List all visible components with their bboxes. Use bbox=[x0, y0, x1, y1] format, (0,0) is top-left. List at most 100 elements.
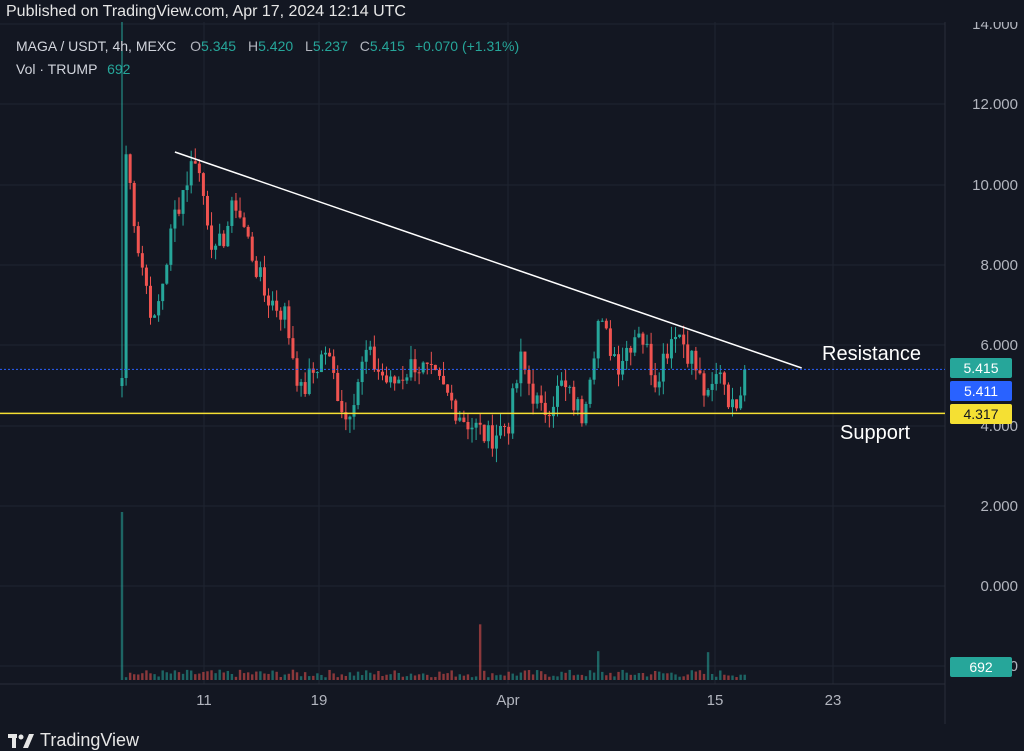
candle-body bbox=[633, 337, 637, 353]
candle-body bbox=[433, 364, 437, 371]
candle-body bbox=[576, 399, 580, 411]
candle-body bbox=[332, 356, 336, 373]
candle-body bbox=[507, 426, 511, 434]
volume-bar bbox=[552, 675, 555, 680]
candle-body bbox=[714, 374, 718, 384]
candle-body bbox=[372, 346, 376, 370]
volume-bar bbox=[446, 673, 449, 680]
volume-bar bbox=[128, 672, 132, 680]
tradingview-brand[interactable]: TradingView bbox=[8, 730, 139, 751]
candle-body bbox=[678, 334, 682, 337]
candle-body bbox=[409, 359, 413, 378]
volume-bar bbox=[613, 676, 616, 680]
volume-bar bbox=[299, 676, 303, 680]
volume-bar bbox=[723, 674, 726, 680]
volume-bar bbox=[434, 676, 437, 680]
candle-body bbox=[735, 399, 739, 409]
candle-body bbox=[389, 376, 393, 383]
candle-body bbox=[543, 402, 547, 415]
volume-bar bbox=[218, 669, 221, 680]
candle-body bbox=[153, 315, 157, 318]
candle-body bbox=[173, 209, 177, 229]
volume-bar bbox=[389, 674, 392, 680]
volume-bar bbox=[710, 673, 714, 680]
volume-bar bbox=[316, 673, 319, 680]
volume-bar bbox=[499, 674, 502, 680]
volume-bar bbox=[214, 673, 217, 680]
candle-body bbox=[503, 425, 507, 427]
volume-bar bbox=[462, 675, 466, 680]
candle-body bbox=[148, 285, 152, 318]
candle-body bbox=[539, 395, 543, 403]
y-tick-label: 8.000 bbox=[980, 257, 1018, 274]
candle-body bbox=[417, 372, 421, 374]
published-text: Published on TradingView.com, Apr 17, 20… bbox=[6, 3, 406, 20]
candle-body bbox=[124, 154, 128, 378]
candle-body bbox=[177, 209, 181, 214]
candle-body bbox=[474, 422, 478, 428]
resistance-label: Resistance bbox=[822, 343, 921, 365]
volume-value: 692 bbox=[107, 61, 131, 77]
volume-bar bbox=[356, 671, 360, 680]
volume-bar bbox=[344, 675, 348, 680]
volume-bar bbox=[238, 669, 242, 680]
volume-bar bbox=[682, 676, 685, 680]
volume-bar bbox=[348, 672, 352, 680]
volume-bar bbox=[426, 674, 429, 680]
candle-body bbox=[446, 384, 450, 393]
volume-bar bbox=[153, 674, 156, 680]
volume-bar bbox=[332, 673, 335, 680]
candle-body bbox=[523, 351, 527, 370]
x-tick-label: 19 bbox=[311, 692, 328, 709]
volume-bar bbox=[621, 669, 624, 680]
candle-body bbox=[214, 245, 218, 250]
candle-body bbox=[413, 359, 417, 373]
candle-body bbox=[580, 399, 584, 424]
candle-body bbox=[608, 328, 612, 356]
candle-body bbox=[458, 417, 462, 421]
symbol-legend[interactable]: MAGA / USDT, 4h, MEXC O5.345 H5.420 L5.2… bbox=[16, 38, 519, 54]
volume-bar bbox=[658, 671, 661, 680]
y-tick-label: 0.000 bbox=[980, 578, 1018, 595]
symbol-name[interactable]: MAGA / USDT, 4h, MEXC bbox=[16, 38, 177, 54]
y-tick-label: 6.000 bbox=[980, 337, 1018, 354]
candle-body bbox=[661, 353, 665, 382]
volume-bar bbox=[242, 673, 246, 680]
brand-name: TradingView bbox=[40, 730, 140, 750]
volume-bar bbox=[120, 512, 124, 680]
candle-body bbox=[226, 225, 230, 247]
volume-bar bbox=[519, 672, 523, 680]
candle-body bbox=[669, 339, 673, 359]
candle-body bbox=[653, 375, 657, 388]
footer-bar bbox=[0, 724, 1024, 751]
candle-body bbox=[706, 389, 710, 396]
volume-bar bbox=[584, 676, 588, 680]
candle-body bbox=[218, 233, 222, 246]
volume-bar bbox=[649, 674, 653, 680]
volume-bar bbox=[267, 673, 270, 680]
candle-body bbox=[201, 173, 205, 196]
close-label: C bbox=[359, 38, 370, 54]
volume-bar bbox=[373, 674, 376, 680]
y-tick-label: 10.000 bbox=[972, 177, 1018, 194]
volume-bar bbox=[381, 676, 384, 680]
volume-bar bbox=[670, 672, 673, 680]
candle-body bbox=[380, 371, 384, 376]
candle-body bbox=[234, 200, 238, 211]
volume-bar bbox=[666, 673, 669, 680]
candle-body bbox=[739, 395, 743, 409]
volume-bar bbox=[312, 675, 315, 680]
volume-bar bbox=[535, 670, 539, 680]
volume-bar bbox=[421, 673, 425, 680]
candle-body bbox=[555, 385, 559, 407]
candle-body bbox=[527, 369, 531, 384]
volume-bar bbox=[625, 672, 628, 680]
volume-legend[interactable]: Vol · TRUMP 692 bbox=[16, 61, 130, 77]
price-line-badge: 5.411 bbox=[950, 381, 1012, 401]
candle-body bbox=[511, 388, 515, 434]
candle-body bbox=[454, 400, 458, 421]
volume-bar bbox=[295, 672, 299, 680]
candle-body bbox=[592, 358, 596, 380]
